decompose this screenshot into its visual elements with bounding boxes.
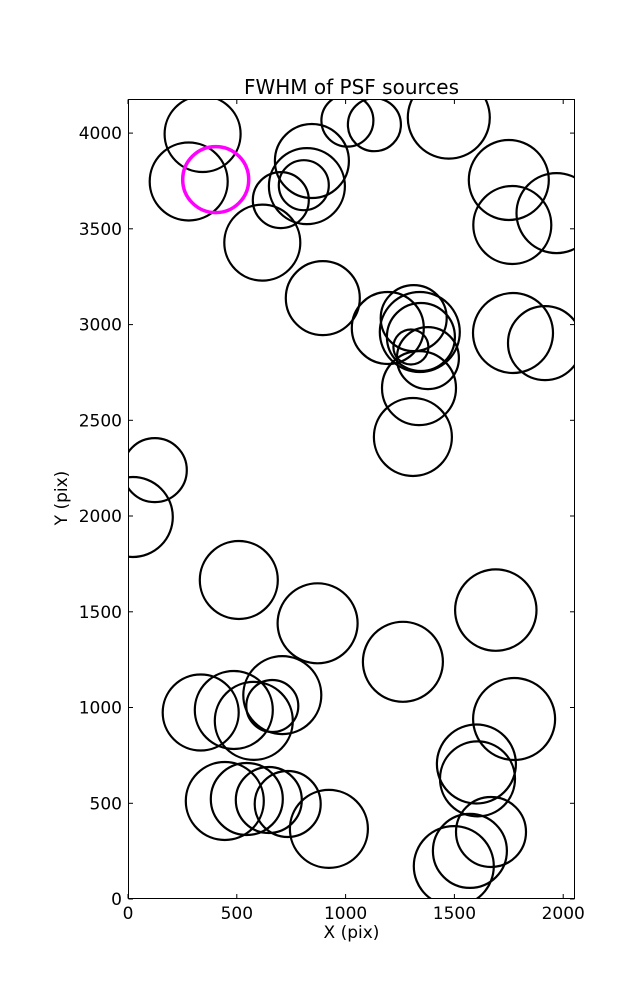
psf-circle [251,171,310,230]
psf-circle [267,147,346,226]
psf-circle [276,582,359,665]
psf-circle [209,761,284,837]
psf-circle [438,740,517,818]
x-tick-label: 2000 [542,904,585,924]
psf-circle [161,673,240,752]
y-tick-label: 500 [90,794,122,814]
y-tick-label: 1000 [79,699,122,719]
psf-circle [454,795,528,869]
psf-circle [242,654,323,736]
psf-circle [245,678,300,734]
psf-circle [471,291,555,375]
x-tick-label: 500 [221,904,253,924]
psf-circle [406,99,491,160]
psf-circle [431,812,508,890]
psf-circle [471,676,557,762]
y-tick-label: 3000 [79,316,122,336]
psf-circle [385,301,456,373]
psf-circle [253,769,322,839]
psf-circle [506,305,575,382]
axes-spines [128,99,575,899]
x-tick-label: 0 [123,904,134,924]
psf-circle [380,350,458,427]
x-axis-label: X (pix) [323,923,380,943]
y-tick-label: 2500 [79,411,122,431]
psf-circle [372,396,453,478]
psf-circle [223,203,302,282]
psf-circle [435,723,517,805]
psf-circle [453,568,538,652]
y-tick-label: 2000 [79,507,122,527]
psf-circle [163,99,242,174]
x-tick-label: 1000 [324,904,367,924]
psf-circle [148,141,229,222]
psf-circle [467,138,550,222]
psf-circle [288,788,369,870]
y-tick-label: 0 [111,890,122,910]
x-tick-label: 1500 [433,904,476,924]
psf-circle [193,669,274,751]
psf-circle [128,437,188,504]
psf-circle [128,475,174,559]
psf-circle [184,760,265,842]
y-tick-label: 1500 [79,603,122,623]
psf-circle [273,122,350,200]
y-tick-label: 3500 [79,220,122,240]
psf-circle [361,620,444,703]
psf-circle [472,184,553,266]
psf-circle [392,328,430,366]
y-tick-label: 4000 [79,124,122,144]
psf-circle-highlighted [180,144,251,215]
psf-circle [515,172,575,255]
psf-circle [346,99,402,153]
psf-circle [412,825,495,899]
y-axis-label: Y (pix) [52,470,72,526]
psf-markers [128,99,575,899]
psf-circle [277,159,330,212]
psf-circle [198,539,279,621]
psf-circle [284,260,361,337]
psf-circle [320,99,375,148]
chart-title: FWHM of PSF sources [243,75,460,99]
